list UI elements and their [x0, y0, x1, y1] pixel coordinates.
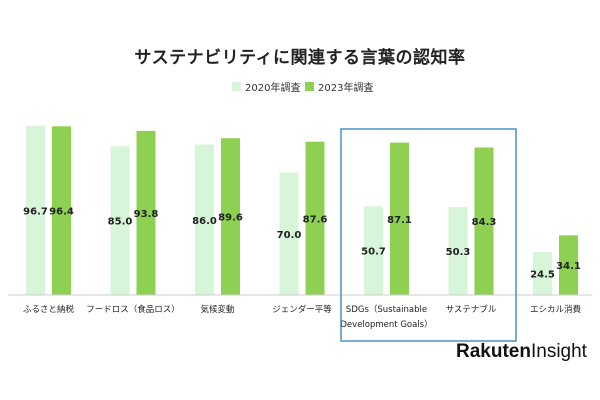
value-label-2020-0: 96.7 — [23, 206, 48, 217]
legend-item-2023: 2023年調査 — [305, 79, 373, 94]
bar-2020-6 — [533, 252, 552, 295]
bar-2023-6 — [559, 235, 578, 295]
category-label-5: サステナブル — [446, 304, 497, 315]
legend-swatch-2023 — [305, 82, 314, 91]
highlight-box — [340, 128, 517, 342]
bar-2023-4 — [390, 142, 409, 295]
value-label-2023-1: 93.8 — [134, 209, 159, 220]
value-label-2020-4: 50.7 — [361, 247, 386, 258]
legend-swatch-2020 — [232, 82, 241, 91]
category-label-4-line-0: SDGs（Sustainable — [346, 304, 427, 315]
bar-2020-2 — [195, 144, 214, 295]
value-label-2023-4: 87.1 — [387, 215, 412, 226]
value-label-2020-3: 70.0 — [277, 230, 302, 241]
brand-logo-rakuten: Rakuten — [456, 341, 531, 362]
bar-2023-0 — [52, 126, 71, 295]
value-label-2020-1: 85.0 — [108, 217, 133, 228]
value-label-2023-6: 34.1 — [556, 261, 581, 272]
bar-2020-3 — [279, 172, 299, 295]
bar-2023-2 — [221, 138, 240, 295]
bar-2020-4 — [364, 206, 383, 295]
value-label-2023-5: 84.3 — [472, 217, 497, 228]
bar-2023-5 — [474, 147, 494, 295]
legend-label-2020: 2020年調査 — [245, 83, 301, 94]
bar-2020-1 — [110, 146, 130, 295]
bar-2020-0 — [26, 125, 45, 296]
category-label-0: ふるさと納税 — [23, 304, 75, 315]
brand-logo-insight: Insight — [530, 341, 587, 362]
category-label-2: 気候変動 — [200, 304, 234, 315]
category-label-3: ジェンダー平等 — [272, 304, 332, 315]
bar-2023-3 — [305, 141, 325, 295]
value-label-2020-6: 24.5 — [530, 270, 555, 281]
bar-2023-1 — [136, 130, 156, 295]
chart-title: サステナビリティに関連する言葉の認知率 — [134, 48, 466, 68]
bar-2020-5 — [448, 206, 468, 295]
chart-legend: 2020年調査 2023年調査 — [0, 79, 600, 95]
category-label-4-line-1: Development Goals） — [340, 319, 432, 330]
value-label-2023-2: 89.6 — [218, 213, 243, 224]
category-label-1: フードロス（食品ロス） — [86, 304, 180, 315]
legend-item-2020: 2020年調査 — [232, 79, 300, 94]
value-label-2020-2: 86.0 — [192, 216, 217, 227]
brand-logo: RakutenInsight — [456, 341, 587, 363]
value-label-2023-0: 96.4 — [49, 207, 74, 218]
category-label-6: エシカル消費 — [530, 304, 582, 315]
value-label-2023-3: 87.6 — [303, 214, 328, 225]
legend-label-2023: 2023年調査 — [318, 83, 374, 94]
value-label-2020-5: 50.3 — [446, 247, 471, 258]
